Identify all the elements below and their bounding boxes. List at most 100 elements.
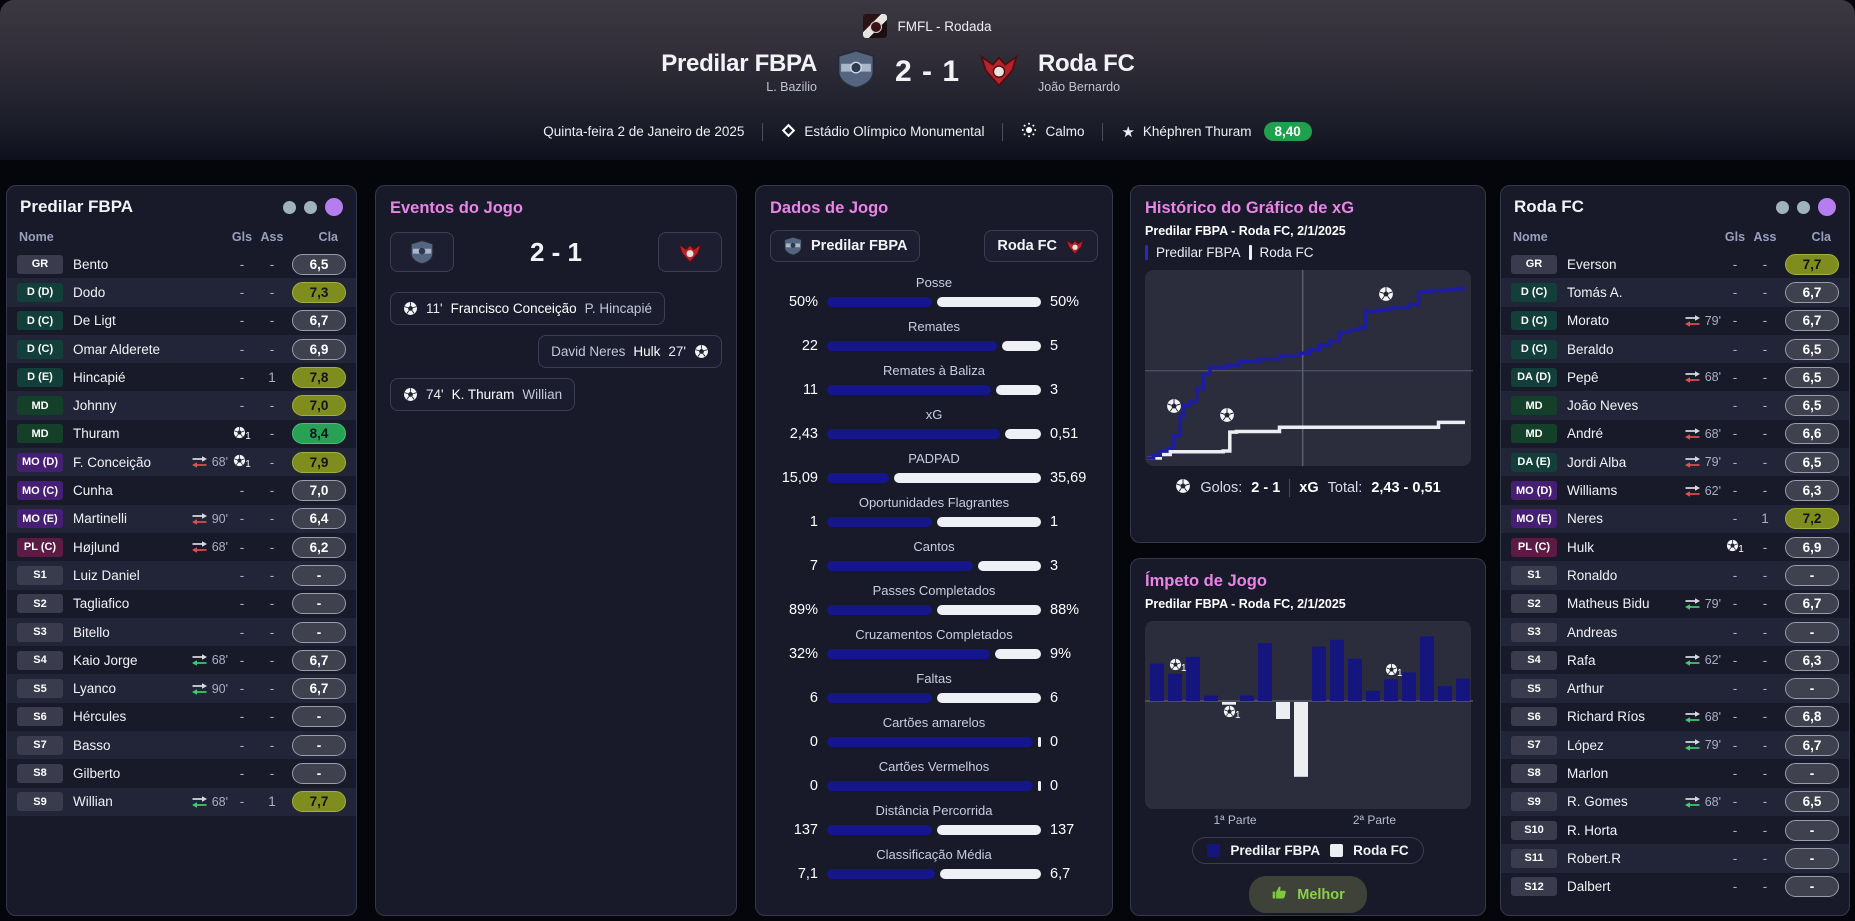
player-row[interactable]: DA (D) Pepê 68' - -6,5 [1501,363,1849,391]
stat-home-value: 89% [788,602,818,618]
player-row[interactable]: S6 Richard Ríos 68' - -6,8 [1501,703,1849,731]
player-row[interactable]: MD João Neves - - 6,5 [1501,391,1849,420]
player-row[interactable]: S3 Bitello - - - [7,617,356,647]
player-row[interactable]: D (D) Dodo - - 7,3 [7,278,356,307]
player-name: Everson [1567,256,1617,272]
substitution-on-icon [1684,796,1700,808]
player-name: Dalbert [1567,879,1611,895]
player-row[interactable]: S2 Matheus Bidu 79' - -6,7 [1501,590,1849,618]
home-panel-title: Predilar FBPA [20,197,134,216]
player-row[interactable]: S3 Andreas - - - [1501,617,1849,647]
match-stat: Cruzamentos Completados 32% 9% [760,627,1108,662]
player-row[interactable]: S4 Rafa 62' - -6,3 [1501,646,1849,674]
stats-away-team-chip[interactable]: Roda FC [984,230,1098,262]
sub-minute: 79' [1704,738,1721,753]
player-name: López [1567,737,1604,753]
rating-badge: 7,7 [1785,253,1839,275]
position-badge: GR [1511,254,1557,274]
player-row[interactable]: MO (C) Cunha - - 7,0 [7,476,356,504]
player-row[interactable]: D (C) De Ligt - - 6,7 [7,307,356,335]
player-row[interactable]: MO (E) Martinelli 90' - -6,4 [7,504,356,533]
panel-view-dot[interactable] [1776,200,1789,214]
events-score: 2 - 1 [529,236,583,267]
match-event[interactable]: 11' Francisco Conceição P. Hincapié [390,292,665,325]
player-row[interactable]: MD André 68' - -6,6 [1501,420,1849,448]
player-row[interactable]: S12 Dalbert - - - [1501,873,1849,901]
rating-badge: 6,5 [1785,791,1839,813]
player-row[interactable]: S11 Robert.R - - - [1501,844,1849,873]
assists-cell: - [1762,652,1768,668]
player-row[interactable]: PL (C) Hulk 1 - 6,9 [1501,533,1849,561]
player-row[interactable]: S2 Tagliafico - - - [7,590,356,618]
player-row[interactable]: MD Johnny - - 7,0 [7,391,356,420]
assists-cell: 1 [268,369,276,385]
match-event[interactable]: David Neres Hulk 27' [538,335,722,368]
stat-home-value: 50% [788,294,818,310]
stats-home-team-chip[interactable]: Predilar FBPA [770,230,921,262]
player-row[interactable]: S8 Gilberto - - - [7,759,356,787]
match-stat: Posse 50% 50% [760,275,1108,310]
player-row[interactable]: S1 Ronaldo - - - [1501,561,1849,590]
player-row[interactable]: MO (E) Neres - 1 7,2 [1501,504,1849,533]
player-row[interactable]: S7 López 79' - -6,7 [1501,731,1849,760]
player-row[interactable]: S9 Willian 68' - 1 7,7 [7,787,356,816]
player-row[interactable]: S9 R. Gomes 68' - -6,5 [1501,787,1849,816]
assists-cell: - [1762,398,1768,414]
away-team-name[interactable]: Roda FC [1038,49,1135,77]
player-row[interactable]: D (E) Hincapié - 1 7,8 [7,363,356,391]
goals-cell: 1 [1721,539,1749,555]
player-row[interactable]: S1 Luiz Daniel - - - [7,561,356,590]
player-row[interactable]: D (C) Morato 79' - -6,7 [1501,307,1849,335]
panel-view-dot[interactable] [325,198,343,216]
position-badge: D (C) [17,339,63,359]
panel-view-dot[interactable] [283,200,296,214]
player-name: Pepê [1567,369,1599,385]
away-stat-bar [937,605,1041,615]
match-stat: Cantos 7 3 [760,539,1108,574]
match-event[interactable]: 74' K. Thuram Willian [390,378,576,411]
player-row[interactable]: S4 Kaio Jorge 68' - -6,7 [7,646,356,674]
assists-cell: - [269,426,275,442]
panel-view-dot[interactable] [1818,198,1836,216]
away-stat-bar [936,297,1041,307]
assists-cell: - [1762,794,1768,810]
rating-badge: 6,8 [1785,706,1839,728]
home-team-name[interactable]: Predilar FBPA [661,49,817,77]
goals-cell: - [1732,256,1738,272]
player-row[interactable]: MO (D) Williams 62' - -6,3 [1501,476,1849,504]
position-badge: MD [17,396,63,416]
stat-away-value: 88% [1050,602,1080,618]
goal-marker: 1 [1223,705,1241,723]
stat-away-value: 50% [1050,294,1080,310]
player-row[interactable]: S5 Arthur - - - [1501,674,1849,703]
player-row[interactable]: S6 Hércules - - - [7,703,356,731]
panel-view-dot[interactable] [1797,200,1810,214]
panel-view-dot[interactable] [304,200,317,214]
player-row[interactable]: D (C) Omar Alderete - - 6,9 [7,334,356,364]
player-row[interactable]: S5 Lyanco 90' - -6,7 [7,674,356,703]
player-row[interactable]: D (C) Tomás A. - - 6,7 [1501,278,1849,307]
player-row[interactable]: MD Thuram 1 - 8,4 [7,420,356,448]
stat-away-value: 0 [1050,734,1059,750]
player-row[interactable]: D (C) Beraldo - - 6,5 [1501,334,1849,364]
player-row[interactable]: S10 R. Horta - - - [1501,816,1849,844]
player-row[interactable]: GR Bento - - 6,5 [7,250,356,278]
player-row[interactable]: PL (C) Højlund 68' - -6,2 [7,533,356,561]
best-moments-button[interactable]: Melhor [1249,876,1367,913]
player-row[interactable]: S8 Marlon - - - [1501,759,1849,787]
player-row[interactable]: GR Everson - - 7,7 [1501,250,1849,278]
away-legend-mark [1248,245,1252,260]
player-name: Lyanco [73,681,117,697]
player-row[interactable]: MO (D) F. Conceição 68' 1 - 7,9 [7,448,356,477]
assists-cell: - [1762,596,1768,612]
goals-cell: - [239,567,245,583]
stadium-name: Estádio Olímpico Monumental [804,124,985,139]
player-row[interactable]: DA (E) Jordi Alba 79' - -6,5 [1501,448,1849,477]
man-of-match-item[interactable]: ★ Khéphren Thuram 8,40 [1121,122,1312,141]
stat-away-value: 3 [1050,382,1059,398]
assists-cell: 1 [268,794,276,810]
rating-badge: 6,7 [1785,734,1839,756]
player-row[interactable]: S7 Basso - - - [7,731,356,760]
position-badge: S7 [17,735,63,755]
player-name: Luiz Daniel [73,567,140,583]
